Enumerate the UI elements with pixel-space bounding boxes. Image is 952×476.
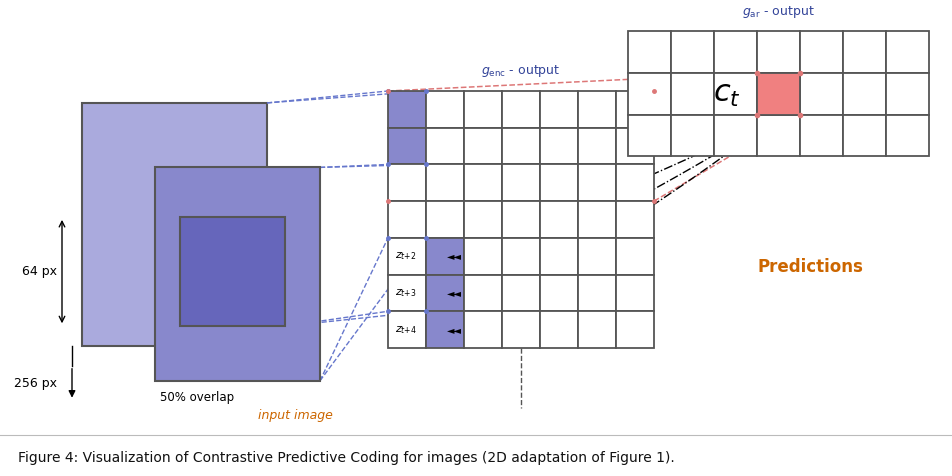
- Bar: [82, 103, 267, 346]
- Bar: [540, 275, 578, 311]
- Bar: [540, 91, 578, 128]
- Bar: [502, 201, 540, 238]
- Bar: [502, 91, 540, 128]
- Bar: [502, 164, 540, 201]
- Text: 64 px: 64 px: [22, 265, 57, 278]
- Bar: [464, 91, 502, 128]
- Bar: [387, 311, 426, 348]
- Text: $z_{t{+}4}$: $z_{t{+}4}$: [395, 324, 417, 336]
- Bar: [627, 31, 670, 73]
- Bar: [426, 238, 464, 275]
- Bar: [426, 91, 464, 128]
- Bar: [426, 311, 464, 348]
- Bar: [180, 217, 285, 326]
- Bar: [615, 311, 653, 348]
- Bar: [387, 201, 426, 238]
- Bar: [578, 311, 615, 348]
- Text: $z_{t{+}3}$: $z_{t{+}3}$: [395, 287, 417, 299]
- Text: Figure 4: Visualization of Contrastive Predictive Coding for images (2D adaptati: Figure 4: Visualization of Contrastive P…: [18, 451, 674, 465]
- Text: $z_{t{+}2}$: $z_{t{+}2}$: [395, 250, 417, 262]
- Bar: [464, 164, 502, 201]
- Text: $c_t$: $c_t$: [712, 79, 740, 109]
- Text: $g_\mathrm{ar}$ - output: $g_\mathrm{ar}$ - output: [742, 3, 814, 20]
- Text: $g_\mathrm{enc}$ - output: $g_\mathrm{enc}$ - output: [481, 63, 560, 79]
- Bar: [615, 238, 653, 275]
- Bar: [155, 168, 320, 381]
- Bar: [540, 128, 578, 164]
- Bar: [756, 73, 799, 115]
- Bar: [502, 238, 540, 275]
- Text: ◄◄: ◄◄: [446, 251, 462, 261]
- Bar: [713, 73, 756, 115]
- Bar: [713, 31, 756, 73]
- Bar: [615, 164, 653, 201]
- Bar: [670, 73, 713, 115]
- Bar: [615, 128, 653, 164]
- Bar: [627, 115, 670, 157]
- Bar: [540, 238, 578, 275]
- Text: input image: input image: [257, 409, 332, 422]
- Bar: [578, 275, 615, 311]
- Bar: [885, 115, 928, 157]
- Bar: [464, 238, 502, 275]
- Bar: [426, 201, 464, 238]
- Bar: [799, 31, 843, 73]
- Bar: [627, 73, 670, 115]
- Bar: [540, 201, 578, 238]
- Bar: [799, 73, 843, 115]
- Bar: [502, 128, 540, 164]
- Bar: [843, 115, 885, 157]
- Bar: [387, 128, 426, 164]
- Bar: [387, 275, 426, 311]
- Bar: [464, 201, 502, 238]
- Bar: [578, 128, 615, 164]
- Text: ◄◄: ◄◄: [446, 288, 462, 298]
- Bar: [387, 164, 426, 201]
- Bar: [799, 115, 843, 157]
- Bar: [540, 164, 578, 201]
- Bar: [464, 311, 502, 348]
- Bar: [885, 31, 928, 73]
- Bar: [387, 238, 426, 275]
- Bar: [843, 31, 885, 73]
- Bar: [713, 115, 756, 157]
- Bar: [578, 91, 615, 128]
- Bar: [578, 164, 615, 201]
- Bar: [502, 311, 540, 348]
- Text: Predictions: Predictions: [756, 258, 862, 276]
- Bar: [756, 31, 799, 73]
- Bar: [426, 128, 464, 164]
- Bar: [464, 275, 502, 311]
- Text: ◄◄: ◄◄: [446, 325, 462, 335]
- Bar: [464, 128, 502, 164]
- Bar: [426, 164, 464, 201]
- Bar: [426, 275, 464, 311]
- Bar: [615, 201, 653, 238]
- Bar: [615, 91, 653, 128]
- Text: 50% overlap: 50% overlap: [160, 391, 234, 404]
- Bar: [578, 201, 615, 238]
- Bar: [502, 275, 540, 311]
- Bar: [843, 73, 885, 115]
- Bar: [615, 275, 653, 311]
- Bar: [578, 238, 615, 275]
- Bar: [387, 91, 426, 128]
- Bar: [756, 73, 799, 115]
- Bar: [756, 115, 799, 157]
- Bar: [540, 311, 578, 348]
- Bar: [670, 31, 713, 73]
- Bar: [885, 73, 928, 115]
- Bar: [670, 115, 713, 157]
- Text: 256 px: 256 px: [14, 377, 57, 390]
